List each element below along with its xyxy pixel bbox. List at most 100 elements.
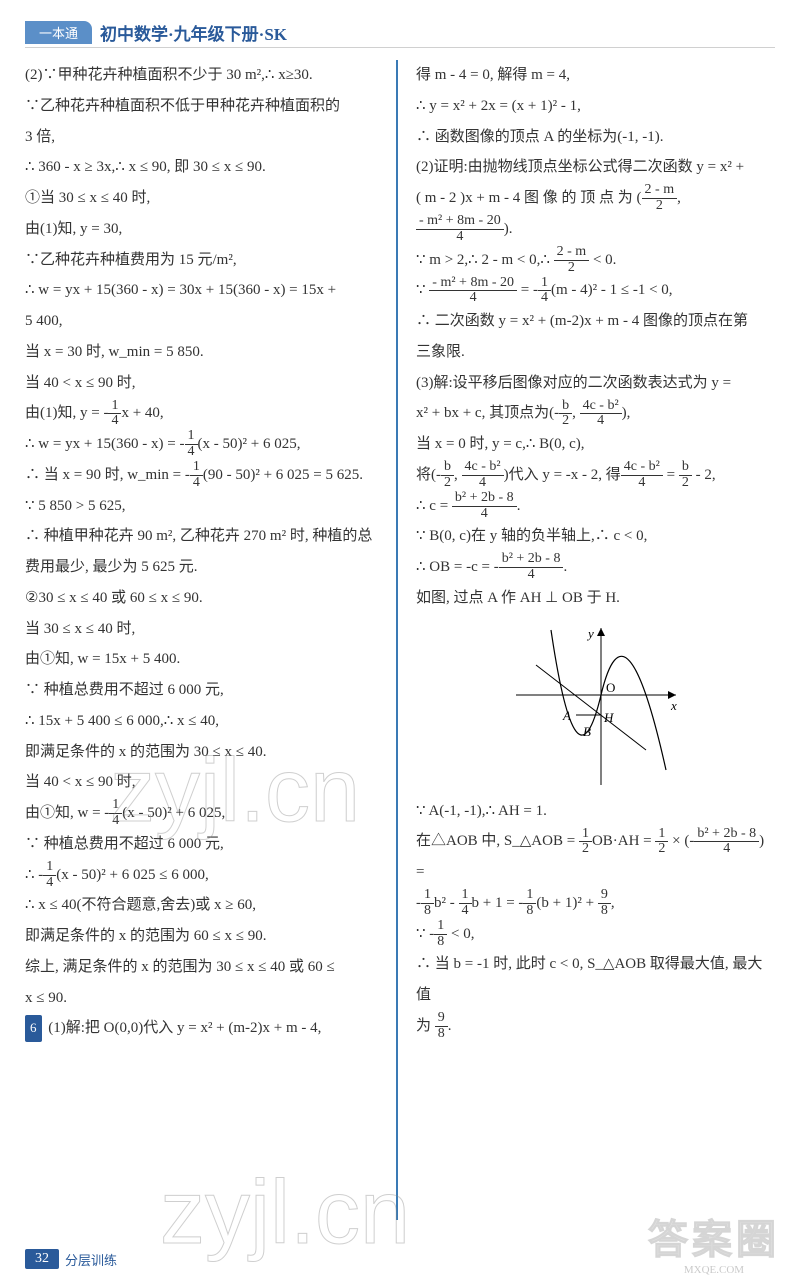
text-line: ∴ 15x + 5 400 ≤ 6 000,∴ x ≤ 40, xyxy=(25,706,384,737)
point-H-label: H xyxy=(603,710,614,725)
text-line: ∵ 种植总费用不超过 6 000 元, xyxy=(25,675,384,706)
text-line: 如图, 过点 A 作 AH ⊥ OB 于 H. xyxy=(416,583,775,614)
text-line: 将(-b2, 4c - b²4)代入 y = -x - 2, 得4c - b²4… xyxy=(416,460,775,491)
parabola-diagram: O x y A B H xyxy=(506,620,686,790)
text-line: 当 x = 0 时, y = c,∴ B(0, c), xyxy=(416,429,775,460)
text-line: ∴ -14(x - 50)² + 6 025 ≤ 6 000, xyxy=(25,860,384,891)
fraction: 4c - b²4 xyxy=(621,460,663,490)
text-line: ∴ c = b² + 2b - 84. xyxy=(416,491,775,522)
text-line: 6 (1)解:把 O(0,0)代入 y = x² + (m-2)x + m - … xyxy=(25,1013,384,1044)
left-column: (2)∵甲种花卉种植面积不少于 30 m²,∴ x≥30. ∵乙种花卉种植面积不… xyxy=(25,60,398,1220)
text-line: (2)∵甲种花卉种植面积不少于 30 m²,∴ x≥30. xyxy=(25,60,384,91)
fraction: 2 - m2 xyxy=(554,245,590,275)
text-line: 3 倍, xyxy=(25,122,384,153)
text-line: ∴ w = yx + 15(360 - x) = 30x + 15(360 - … xyxy=(25,275,384,306)
text-line: ∴ 种植甲种花卉 90 m², 乙种花卉 270 m² 时, 种植的总 xyxy=(25,521,384,552)
y-axis-label: y xyxy=(586,626,594,641)
text-line: 当 x = 30 时, w_min = 5 850. xyxy=(25,337,384,368)
fraction: 4c - b²4 xyxy=(462,460,504,490)
fraction: b² + 2b - 84 xyxy=(694,827,759,857)
fraction: 18 xyxy=(434,919,447,949)
fraction: b² + 2b - 84 xyxy=(452,491,517,521)
text-line: ( m - 2 )x + m - 4 图 像 的 顶 点 为 (2 - m2, xyxy=(416,183,775,214)
text-line: ∵ B(0, c)在 y 轴的负半轴上,∴ c < 0, xyxy=(416,521,775,552)
text-line: ∵ - m² + 8m - 204 = -14(m - 4)² - 1 ≤ -1… xyxy=(416,275,775,306)
point-B-label: B xyxy=(583,724,591,739)
fraction: b2 xyxy=(559,399,572,429)
text-line: (3)解:设平移后图像对应的二次函数表达式为 y = xyxy=(416,368,775,399)
text-line: ∴ 函数图像的顶点 A 的坐标为(-1, -1). xyxy=(416,122,775,153)
text-line: 三象限. xyxy=(416,337,775,368)
fraction: 14 xyxy=(43,860,56,890)
fraction: 14 xyxy=(108,399,121,429)
text-line: 费用最少, 最少为 5 625 元. xyxy=(25,552,384,583)
text-line: 当 40 < x ≤ 90 时, xyxy=(25,368,384,399)
fraction: 98 xyxy=(435,1011,448,1041)
text-line: 综上, 满足条件的 x 的范围为 30 ≤ x ≤ 40 或 60 ≤ xyxy=(25,952,384,983)
text-line: 当 30 ≤ x ≤ 40 时, xyxy=(25,614,384,645)
text-line: 由①知, w = 15x + 5 400. xyxy=(25,644,384,675)
fraction: b2 xyxy=(441,460,454,490)
header-tab: 一本通 xyxy=(25,21,92,44)
fraction: 14 xyxy=(185,429,198,459)
text-line: 即满足条件的 x 的范围为 30 ≤ x ≤ 40. xyxy=(25,737,384,768)
text-line: - m² + 8m - 204). xyxy=(416,214,775,245)
x-axis-label: x xyxy=(670,698,677,713)
text-line: ∵ m > 2,∴ 2 - m < 0,∴ 2 - m2 < 0. xyxy=(416,245,775,276)
text-line: ∴ x ≤ 40(不符合题意,舍去)或 x ≥ 60, xyxy=(25,890,384,921)
text-line: x² + bx + c, 其顶点为(-b2, 4c - b²4), xyxy=(416,398,775,429)
page-number: 32 xyxy=(25,1249,59,1269)
text-line: ∴ 当 x = 90 时, w_min = -14(90 - 50)² + 6 … xyxy=(25,460,384,491)
fraction: - m² + 8m - 204 xyxy=(416,214,504,244)
text-line: 5 400, xyxy=(25,306,384,337)
fraction: 2 - m2 xyxy=(642,183,678,213)
text-line: ∵ 种植总费用不超过 6 000 元, xyxy=(25,829,384,860)
fraction: 98 xyxy=(598,888,611,918)
fraction: 14 xyxy=(109,798,122,828)
fraction: 14 xyxy=(190,460,203,490)
text-line: ∴ w = yx + 15(360 - x) = -14(x - 50)² + … xyxy=(25,429,384,460)
fraction: 18 xyxy=(421,888,434,918)
page-footer: 32 分层训练 xyxy=(25,1249,117,1269)
text-line: ∴ OB = -c = -b² + 2b - 84. xyxy=(416,552,775,583)
fraction: 14 xyxy=(538,276,551,306)
fraction: 12 xyxy=(655,827,668,857)
text-line: ∵ -18 < 0, xyxy=(416,919,775,950)
text-line: ∴ 二次函数 y = x² + (m-2)x + m - 4 图像的顶点在第 xyxy=(416,306,775,337)
origin-label: O xyxy=(606,680,615,695)
text-line: ∵ A(-1, -1),∴ AH = 1. xyxy=(416,796,775,827)
text-line: 在△AOB 中, S_△AOB = 12OB·AH = 12 × (-b² + … xyxy=(416,826,775,888)
fraction: 4c - b²4 xyxy=(580,399,622,429)
text-line: 即满足条件的 x 的范围为 60 ≤ x ≤ 90. xyxy=(25,921,384,952)
text-line: ∴ 当 b = -1 时, 此时 c < 0, S_△AOB 取得最大值, 最大… xyxy=(416,949,775,1011)
fraction: b² + 2b - 84 xyxy=(499,552,564,582)
text-line: ①当 30 ≤ x ≤ 40 时, xyxy=(25,183,384,214)
point-A-label: A xyxy=(562,708,571,723)
text-line: ∵ 5 850 > 5 625, xyxy=(25,491,384,522)
text-line: 为 98. xyxy=(416,1011,775,1042)
text-line: x ≤ 90. xyxy=(25,983,384,1014)
fraction: b2 xyxy=(679,460,692,490)
fraction: 12 xyxy=(579,827,592,857)
text-line: 由①知, w = -14(x - 50)² + 6 025, xyxy=(25,798,384,829)
text-line: ∵乙种花卉种植费用为 15 元/m², xyxy=(25,245,384,276)
text-line: ∵乙种花卉种植面积不低于甲种花卉种植面积的 xyxy=(25,91,384,122)
text-line: -18b² - 14b + 1 = -18(b + 1)² + 98, xyxy=(416,888,775,919)
text-line: ∴ y = x² + 2x = (x + 1)² - 1, xyxy=(416,91,775,122)
text-line: 由(1)知, y = -14x + 40, xyxy=(25,398,384,429)
question-number: 6 xyxy=(25,1015,42,1042)
text-line: 得 m - 4 = 0, 解得 m = 4, xyxy=(416,60,775,91)
watermark: 答案圈 MXQE.COM xyxy=(648,1216,780,1277)
text-line: 当 40 < x ≤ 90 时, xyxy=(25,767,384,798)
fraction: 14 xyxy=(459,888,472,918)
text-line: ②30 ≤ x ≤ 40 或 60 ≤ x ≤ 90. xyxy=(25,583,384,614)
fraction: - m² + 8m - 204 xyxy=(429,276,517,306)
page-header: 一本通 初中数学·九年级下册·SK xyxy=(25,20,775,48)
text-line: 由(1)知, y = 30, xyxy=(25,214,384,245)
header-title: 初中数学·九年级下册·SK xyxy=(100,20,287,45)
footer-label: 分层训练 xyxy=(65,1250,117,1269)
text-line: ∴ 360 - x ≥ 3x,∴ x ≤ 90, 即 30 ≤ x ≤ 90. xyxy=(25,152,384,183)
text-line: (2)证明:由抛物线顶点坐标公式得二次函数 y = x² + xyxy=(416,152,775,183)
right-column: 得 m - 4 = 0, 解得 m = 4, ∴ y = x² + 2x = (… xyxy=(416,60,775,1220)
fraction: 18 xyxy=(523,888,536,918)
